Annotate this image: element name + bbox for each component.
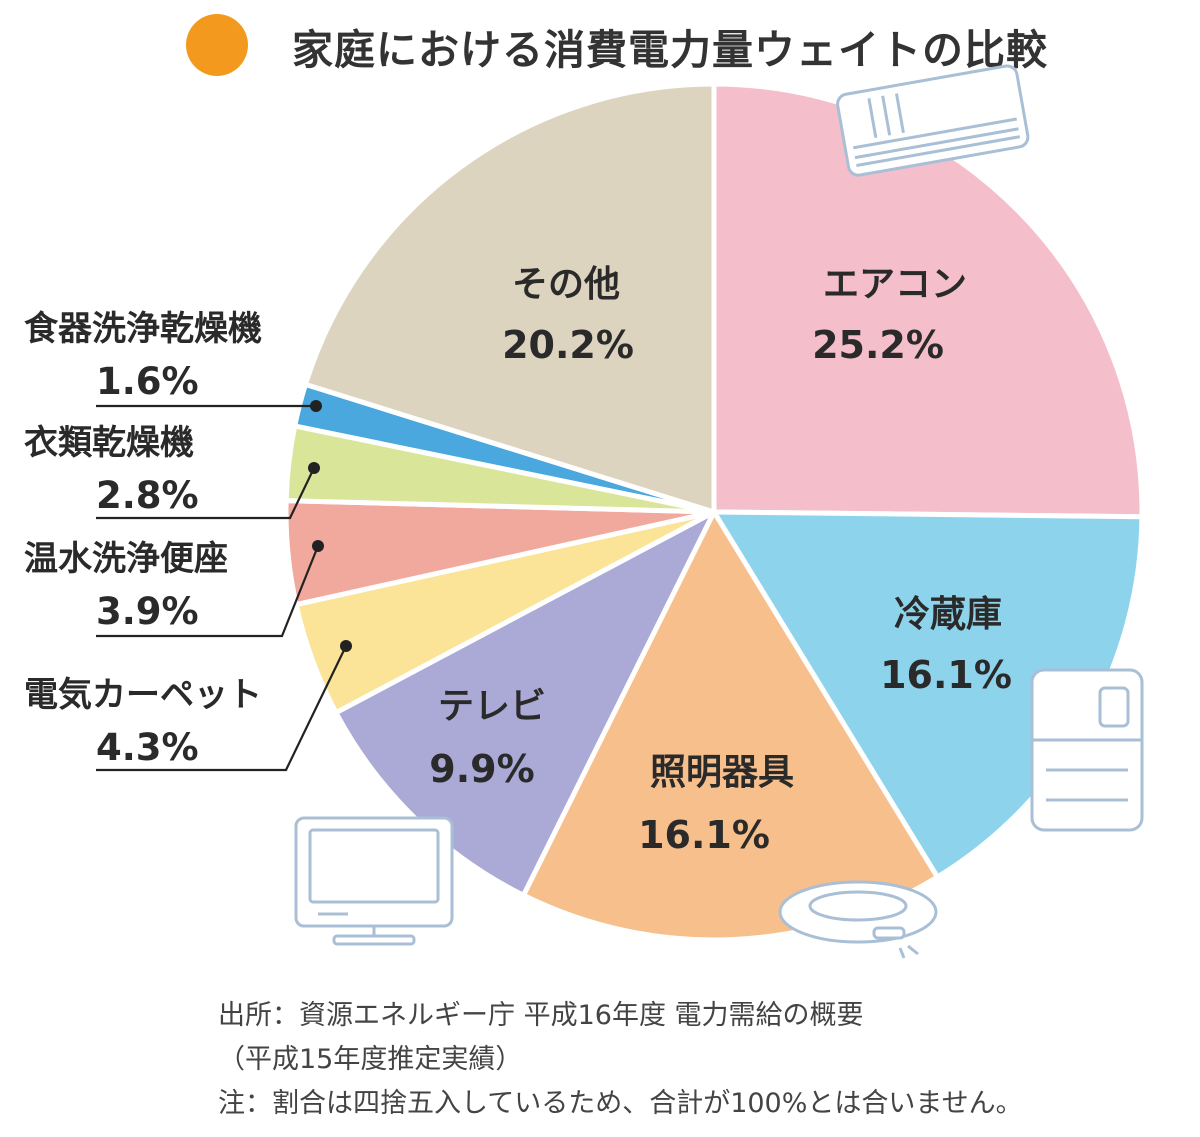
chart-title: 家庭における消費電力量ウェイトの比較 (292, 26, 1048, 74)
slice-label-slice-6: 温水洗浄便座 (24, 539, 228, 579)
slice-value-slice-4: 9.9% (429, 747, 534, 791)
slice-label-slice-9: その他 (512, 264, 620, 305)
slice-label-slice-3: 照明器具 (650, 752, 794, 793)
leader-dot-slice-7 (308, 462, 320, 474)
source-note: 出所：資源エネルギー庁 平成16年度 電力需給の概要 (218, 1000, 864, 1031)
leader-line-slice-5 (96, 645, 347, 772)
slice-label-slice-8: 食器洗浄乾燥機 (24, 309, 262, 349)
title-bullet-dot (186, 14, 248, 76)
slice-value-slice-6: 3.9% (96, 590, 199, 633)
slice-labels: エアコン 25.2% 冷蔵庫 16.1% 照明器具 16.1% テレビ 9.9% 電気カーペット… (24, 264, 1012, 857)
slice-label-slice-2: 冷蔵庫 (894, 594, 1002, 635)
slice-label-slice-4: テレビ (438, 686, 546, 727)
slice-label-slice-5: 電気カーペット (24, 675, 262, 715)
slice-value-slice-8: 1.6% (96, 360, 199, 403)
leader-line-slice-7 (96, 467, 315, 520)
source-period-note: （平成15年度推定実績） (218, 1044, 523, 1075)
slice-value-slice-9: 20.2% (502, 323, 634, 367)
rounding-note: 注：割合は四捨五入しているため、合計が100%とは合いません。 (218, 1088, 1023, 1119)
ceiling-light-icon (778, 880, 938, 959)
pie-slice-slice-1 (711, 81, 1145, 520)
slice-label-slice-1: エアコン (823, 264, 967, 305)
pie-slices (283, 81, 1145, 943)
pie-slice-slice-9 (302, 81, 717, 515)
slice-value-slice-7: 2.8% (96, 474, 199, 517)
slice-value-slice-2: 16.1% (880, 653, 1012, 697)
leader-dot-slice-5 (340, 640, 352, 652)
television-icon (294, 816, 454, 946)
leader-dot-slice-8 (310, 400, 322, 412)
refrigerator-icon (1030, 668, 1144, 832)
slice-value-slice-5: 4.3% (96, 726, 199, 769)
air-conditioner-icon (836, 64, 1030, 177)
leader-dot-slice-6 (312, 540, 324, 552)
slice-label-slice-7: 衣類乾燥機 (24, 423, 194, 463)
leader-line-slice-6 (96, 545, 320, 638)
slice-value-slice-3: 16.1% (638, 813, 770, 857)
slice-value-slice-1: 25.2% (812, 323, 944, 367)
